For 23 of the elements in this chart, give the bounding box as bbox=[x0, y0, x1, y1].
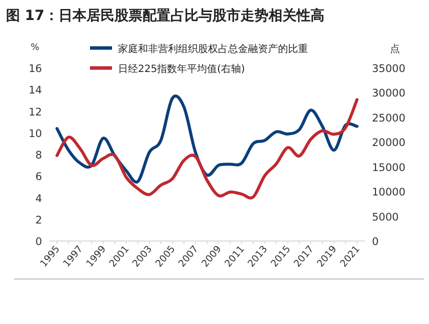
y2-tick-label: 5000 bbox=[372, 211, 399, 224]
line-series bbox=[56, 98, 358, 200]
y-tick-label: 14 bbox=[28, 84, 42, 97]
y-tick-label: 2 bbox=[35, 214, 42, 226]
chart-title: 图 17：日本居民股票配置占比与股市走势相关性高 bbox=[6, 7, 324, 24]
y-tick-label: 0 bbox=[35, 236, 42, 248]
y-axis-title: % bbox=[30, 43, 40, 53]
y2-axis-title: 点 bbox=[390, 43, 400, 55]
y-tick-label: 4 bbox=[35, 192, 42, 205]
y-tick-label: 10 bbox=[28, 128, 42, 140]
y2-tick-label: 15000 bbox=[372, 162, 406, 174]
legend-label: 日经225指数年平均值(右轴) bbox=[118, 63, 245, 75]
y2-tick-label: 0 bbox=[372, 236, 379, 248]
y-tick-label: 6 bbox=[35, 171, 42, 184]
y2-tick-label: 10000 bbox=[372, 186, 406, 199]
legend-label: 家庭和非营利组织股权占总金融资产的比重 bbox=[118, 43, 308, 55]
y2-tick-label: 25000 bbox=[372, 112, 406, 124]
y-tick-label: 16 bbox=[28, 63, 42, 75]
y-tick-label: 8 bbox=[35, 150, 42, 162]
y2-tick-label: 30000 bbox=[372, 88, 406, 100]
y2-tick-label: 20000 bbox=[372, 137, 406, 150]
y2-tick-label: 35000 bbox=[372, 63, 406, 75]
y-tick-label: 12 bbox=[28, 106, 42, 118]
